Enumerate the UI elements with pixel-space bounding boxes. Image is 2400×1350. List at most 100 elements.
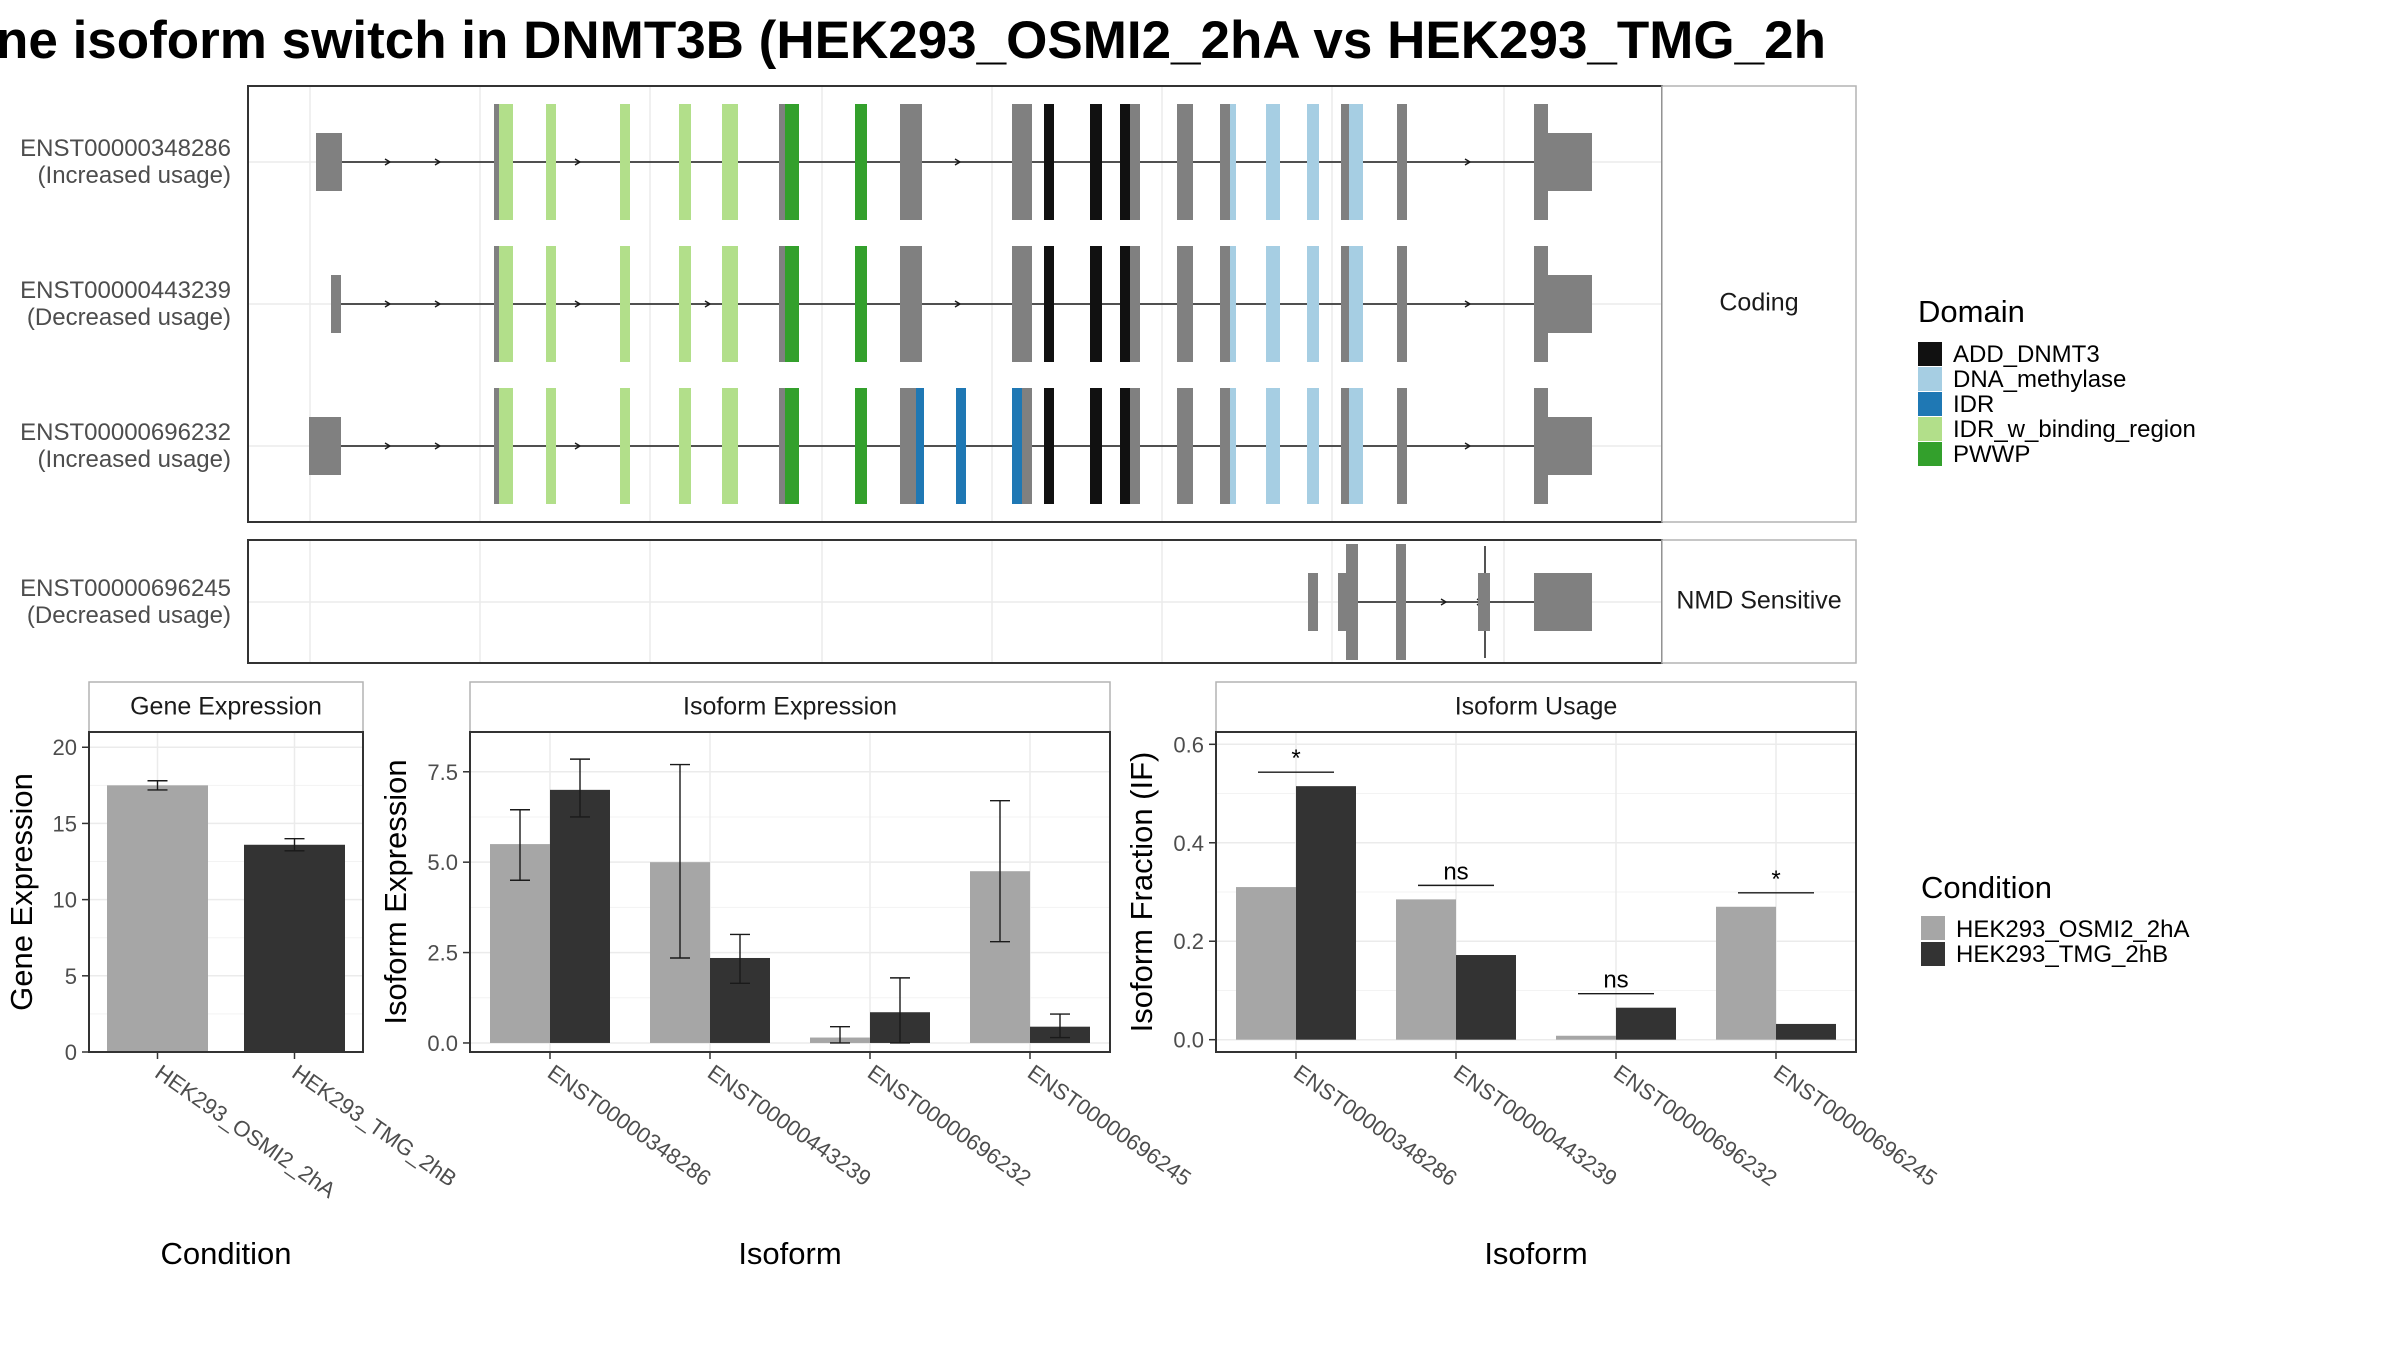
transcript-usage-label: (Decreased usage) [27, 304, 231, 331]
significance-label: * [1291, 745, 1300, 772]
exon-block [1534, 104, 1548, 220]
y-tick-label: 15 [53, 811, 77, 836]
transcript-usage-label: (Increased usage) [38, 446, 231, 473]
coding-panel: Coding [247, 85, 1857, 523]
exon-block [722, 388, 738, 504]
exon-block [1177, 388, 1193, 504]
exon-block [785, 246, 799, 362]
exon-block [1230, 104, 1236, 220]
exon-block [900, 246, 922, 362]
exon-block [316, 133, 342, 191]
y-tick-label: 10 [53, 888, 77, 913]
exon-block [1349, 104, 1363, 220]
exon-block [1020, 246, 1032, 362]
strand-arrow [434, 300, 442, 308]
exon-block [620, 388, 630, 504]
condition-legend-title: Condition [1921, 870, 2052, 905]
nmd-strip-label: NMD Sensitive [1676, 587, 1841, 615]
exon-block [1548, 275, 1592, 333]
bar [1396, 899, 1456, 1040]
nmd-panel: NMD Sensitive [247, 539, 1857, 664]
nmd-panel-gridlines [248, 540, 1662, 663]
exon-block [1130, 388, 1140, 504]
exon-block [785, 388, 799, 504]
exon-block [1349, 246, 1363, 362]
exon-block [1120, 246, 1130, 362]
exon-block [1548, 417, 1592, 475]
bar [1556, 1035, 1616, 1040]
coding-strip [1661, 85, 1857, 523]
bar [1716, 906, 1776, 1040]
y-tick-label: 5 [65, 964, 77, 989]
exon-block [1349, 388, 1363, 504]
x-tick-label: ENST00000443239 [703, 1060, 876, 1191]
exon-block [1044, 388, 1054, 504]
exon-block [779, 246, 785, 362]
bar [550, 789, 610, 1043]
exon-block [1120, 104, 1130, 220]
strand-arrow [1440, 598, 1448, 606]
exon-block [499, 388, 513, 504]
isoform-usage-x-title: Isoform [1484, 1236, 1587, 1271]
exon-block [1220, 388, 1230, 504]
isoform-usage-frame [1215, 731, 1857, 1053]
exon-block [679, 388, 691, 504]
exon-block [1548, 133, 1592, 191]
exon-block [1341, 246, 1349, 362]
transcript-row [316, 104, 1592, 220]
exon-block [1338, 573, 1348, 631]
exon-block [855, 388, 867, 504]
isoform-usage-chart: Isoform Usage * ns ns * 0.0 0.2 0.4 0.6 ENST000… [1124, 681, 1942, 1271]
y-tick-label: 0.2 [1173, 929, 1204, 954]
exon-block [1020, 388, 1032, 504]
legend-key-osmi2 [1921, 916, 1945, 940]
exon-block [499, 104, 513, 220]
gene-expression-y-title: Gene Expression [4, 773, 39, 1011]
isoform-usage-bars: * ns ns * [1236, 745, 1836, 1040]
legend-label: IDR_w_binding_region [1953, 416, 2196, 443]
exon-block [1230, 246, 1236, 362]
y-tick-label: 2.5 [427, 941, 458, 966]
x-tick-label: ENST00000443239 [1449, 1060, 1622, 1191]
exon-block [1220, 246, 1230, 362]
exon-block [1044, 104, 1054, 220]
exon-block [679, 104, 691, 220]
exon-block [546, 104, 556, 220]
transcript-labels: ENST00000348286 (Increased usage) ENST00… [20, 135, 231, 629]
strand-arrow [434, 442, 442, 450]
gene-expression-strip-title: Gene Expression [130, 693, 322, 721]
gene-expression-frame [88, 731, 364, 1053]
exon-block [900, 104, 922, 220]
exon-block [1220, 104, 1230, 220]
legend-label: HEK293_OSMI2_2hA [1956, 916, 2189, 943]
significance-label: * [1771, 866, 1780, 893]
exon-block [1120, 388, 1130, 504]
exon-block [1307, 104, 1319, 220]
y-tick-label: 0.6 [1173, 732, 1204, 757]
legend-key-add-dnmt3 [1918, 342, 1942, 366]
bar [1616, 1007, 1676, 1040]
exon-block [785, 104, 799, 220]
isoform-usage-strip [1215, 681, 1857, 733]
exon-block [1266, 388, 1280, 504]
exon-block [916, 388, 924, 504]
exon-block [1266, 104, 1280, 220]
y-tick-label: 0.4 [1173, 831, 1204, 856]
exon-block [1177, 246, 1193, 362]
exon-block [779, 388, 785, 504]
transcript-row [309, 388, 1592, 504]
legend-key-idr-w-binding-region [1918, 417, 1942, 441]
exon-block [1012, 388, 1022, 504]
nmd-transcript-rows [1308, 544, 1592, 660]
y-tick-label: 0.0 [1173, 1028, 1204, 1053]
legend-key-pwwp [1918, 442, 1942, 466]
exon-block [499, 246, 513, 362]
transcript-usage-label: (Increased usage) [38, 162, 231, 189]
exon-block [546, 246, 556, 362]
strand-arrow [574, 442, 582, 450]
exon-block [1534, 246, 1548, 362]
exon-block [1396, 544, 1406, 660]
exon-block [1090, 104, 1102, 220]
exon-block [1397, 388, 1407, 504]
